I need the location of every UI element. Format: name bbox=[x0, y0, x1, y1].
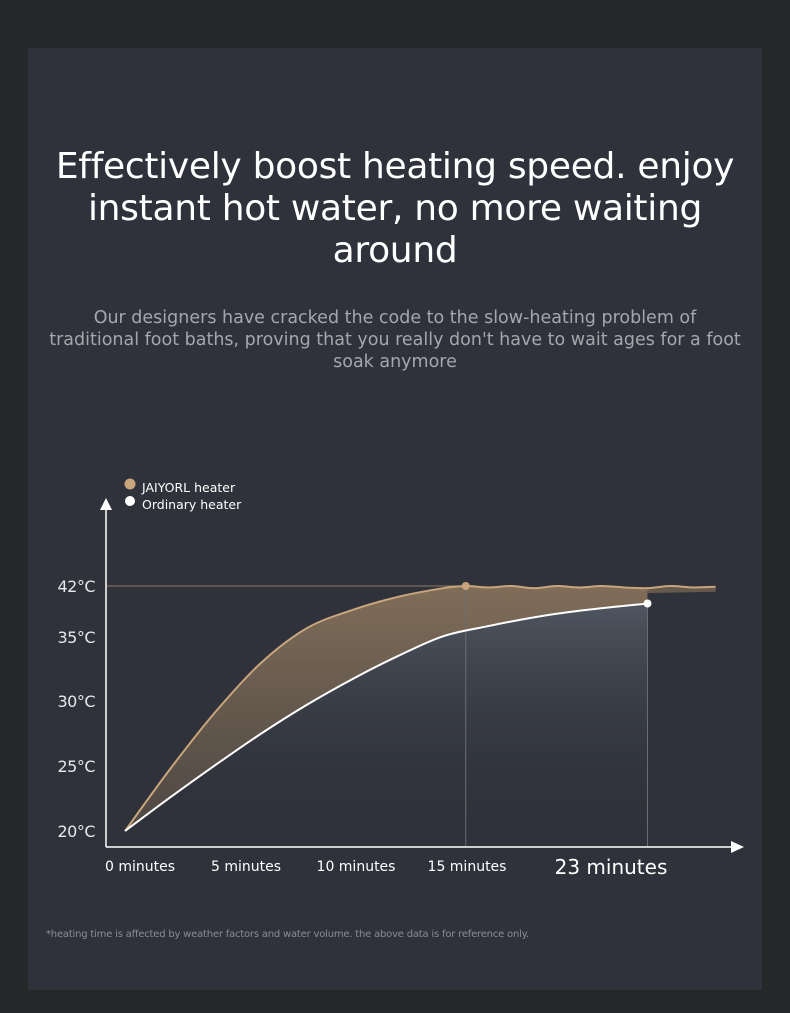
x-tick-label: 5 minutes bbox=[211, 859, 281, 875]
y-tick-label: 30°C bbox=[57, 692, 95, 711]
description: Our designers have cracked the code to t… bbox=[0, 307, 790, 373]
content-card bbox=[28, 48, 762, 990]
x-axis-arrow bbox=[731, 841, 744, 853]
label-layer: 20°C 25°C 30°C 35°C 42°C 0 minutes 5 minutes 10… bbox=[57, 577, 667, 879]
title-line-2: instant hot water, no more waiting bbox=[87, 188, 703, 229]
jaiyorl-advantage-area bbox=[125, 585, 648, 831]
y-tick-label: 25°C bbox=[57, 757, 95, 776]
description-line-2: traditional foot baths, proving that you… bbox=[49, 330, 741, 350]
legend-swatch-jaiyorl bbox=[124, 478, 136, 490]
description-line-3: soak anymore bbox=[333, 352, 457, 372]
y-tick-label: 20°C bbox=[57, 822, 95, 841]
page-title: Effectively boost heating speed. enjoy i… bbox=[0, 146, 790, 272]
series-line-jaiyorl bbox=[124, 584, 716, 832]
x-tick-label: 0 minutes bbox=[105, 859, 175, 875]
legend-swatch-ordinary bbox=[125, 496, 135, 506]
ordinary-end-marker bbox=[643, 599, 652, 608]
series-line-ordinary bbox=[124, 602, 648, 832]
legend-label-ordinary: Ordinary heater bbox=[142, 497, 242, 512]
y-axis-arrow bbox=[100, 498, 112, 510]
x-tick-label: 15 minutes bbox=[428, 859, 507, 875]
area-layer bbox=[125, 585, 716, 831]
y-tick-label: 35°C bbox=[57, 628, 95, 647]
x-tick-label: 10 minutes bbox=[317, 859, 396, 875]
legend-label-jaiyorl: JAIYORL heater bbox=[141, 480, 236, 495]
footnote: *heating time is affected by weather fac… bbox=[46, 929, 529, 940]
description-line-1: Our designers have cracked the code to t… bbox=[93, 308, 697, 328]
jaiyorl-end-marker bbox=[461, 582, 470, 590]
ordinary-heater-glow bbox=[125, 603, 648, 831]
title-line-1: Effectively boost heating speed. enjoy bbox=[55, 146, 735, 187]
x-tick-label: 23 minutes bbox=[555, 855, 668, 879]
axis-layer bbox=[100, 498, 744, 853]
grid-layer bbox=[106, 585, 648, 847]
legend: JAIYORL heater Ordinary heater bbox=[124, 478, 242, 512]
y-tick-label: 42°C bbox=[57, 577, 95, 596]
line-layer bbox=[124, 582, 716, 832]
title-line-3: around bbox=[332, 230, 458, 271]
